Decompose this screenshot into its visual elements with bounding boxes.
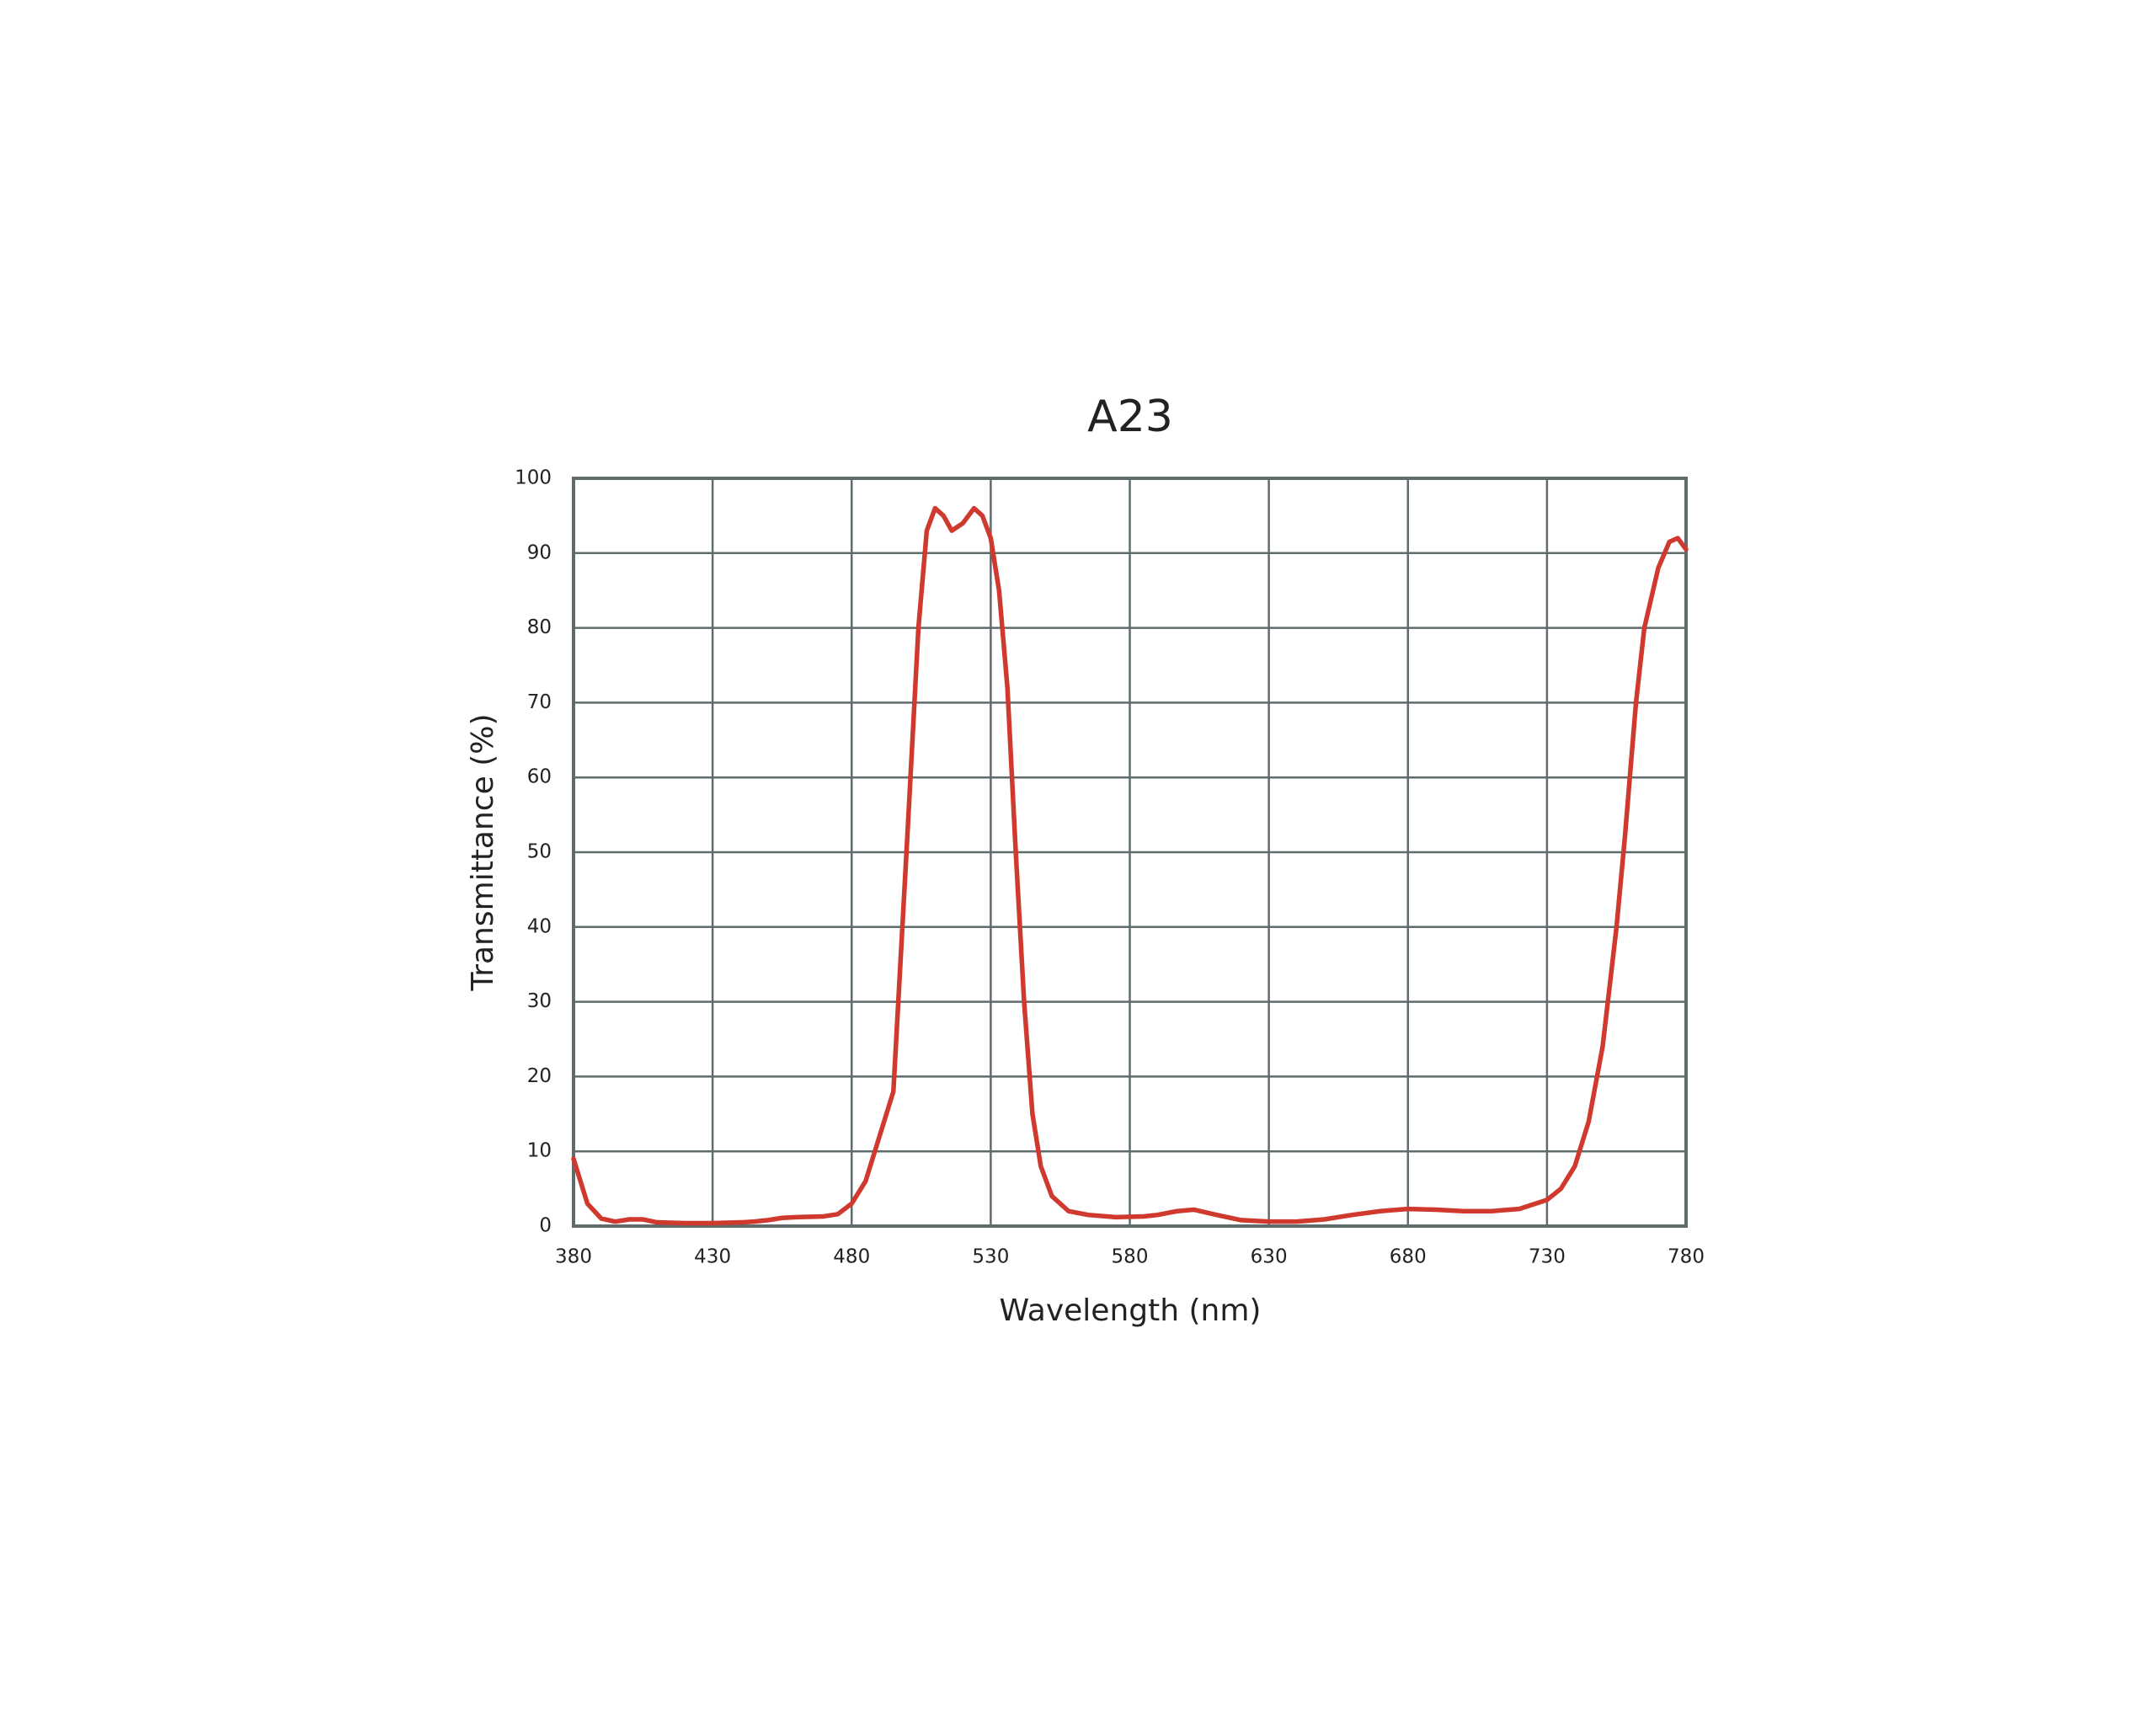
- x-tick-label: 730: [1529, 1246, 1566, 1268]
- x-axis-label: Wavelength (nm): [1000, 1293, 1262, 1328]
- y-tick-label: 40: [527, 915, 552, 937]
- y-tick-label: 0: [539, 1215, 552, 1237]
- x-tick-label: 680: [1390, 1246, 1427, 1268]
- y-axis-label: Transmittance (%): [466, 714, 500, 992]
- x-tick-label: 580: [1112, 1246, 1149, 1268]
- y-tick-label: 20: [527, 1065, 552, 1087]
- y-tick-label: 60: [527, 766, 552, 788]
- y-tick-label: 50: [527, 841, 552, 863]
- data-line: [571, 505, 1689, 1226]
- x-tick-label: 430: [694, 1246, 731, 1268]
- y-tick-label: 10: [527, 1140, 552, 1162]
- y-tick-label: 30: [527, 990, 552, 1012]
- y-tick-label: 80: [527, 616, 552, 638]
- y-tick-label: 100: [515, 467, 552, 489]
- x-tick-label: 380: [555, 1246, 592, 1268]
- x-tick-label: 480: [833, 1246, 870, 1268]
- x-tick-label: 530: [972, 1246, 1009, 1268]
- x-tick-label: 780: [1668, 1246, 1705, 1268]
- plot-frame: [572, 477, 1688, 1228]
- chart-title: A23: [1087, 392, 1173, 442]
- x-tick-label: 630: [1251, 1246, 1288, 1268]
- y-tick-label: 70: [527, 691, 552, 713]
- y-tick-label: 90: [527, 541, 552, 563]
